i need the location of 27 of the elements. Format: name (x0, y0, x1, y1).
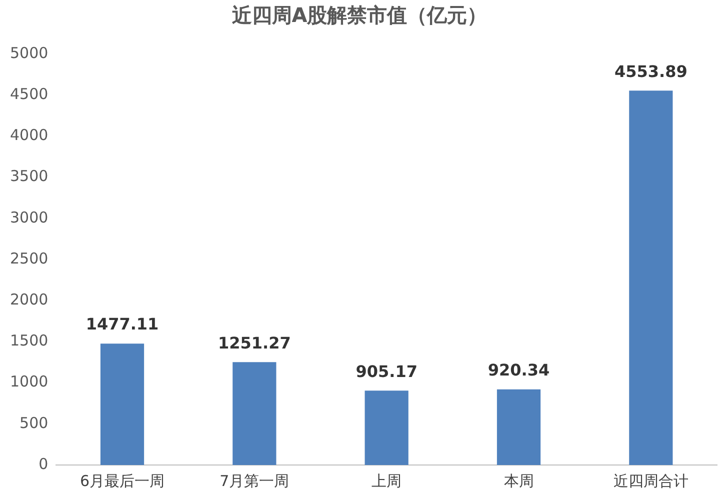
y-tick-label: 1000 (10, 372, 48, 391)
bar (232, 362, 276, 465)
data-label: 4553.89 (614, 62, 688, 81)
chart-title: 近四周A股解禁市值（亿元） (230, 3, 488, 28)
x-tick-label: 上周 (372, 472, 402, 490)
bar (496, 389, 541, 465)
x-tick-label: 7月第一周 (220, 472, 290, 490)
x-tick-label: 6月最后一周 (80, 472, 165, 490)
bar (629, 90, 673, 465)
x-tick-label: 近四周合计 (613, 472, 688, 490)
y-tick-label: 2000 (10, 290, 48, 308)
y-tick-label: 3500 (10, 167, 48, 186)
y-tick-label: 1500 (10, 332, 48, 350)
bar (100, 344, 144, 465)
y-tick-label: 4500 (10, 84, 48, 103)
y-tick-label: 4000 (10, 126, 48, 144)
y-tick-label: 3000 (10, 208, 48, 226)
y-tick-label: 5000 (10, 44, 48, 62)
bar (364, 390, 408, 465)
y-tick-label: 500 (20, 414, 48, 432)
data-label: 920.34 (488, 360, 550, 380)
data-label: 1477.11 (86, 314, 159, 334)
x-tick-label: 本周 (504, 472, 534, 490)
y-tick-label: 2500 (10, 249, 48, 268)
data-label: 905.17 (356, 362, 418, 381)
data-label: 1251.27 (218, 333, 291, 352)
y-tick-label: 0 (38, 454, 48, 473)
